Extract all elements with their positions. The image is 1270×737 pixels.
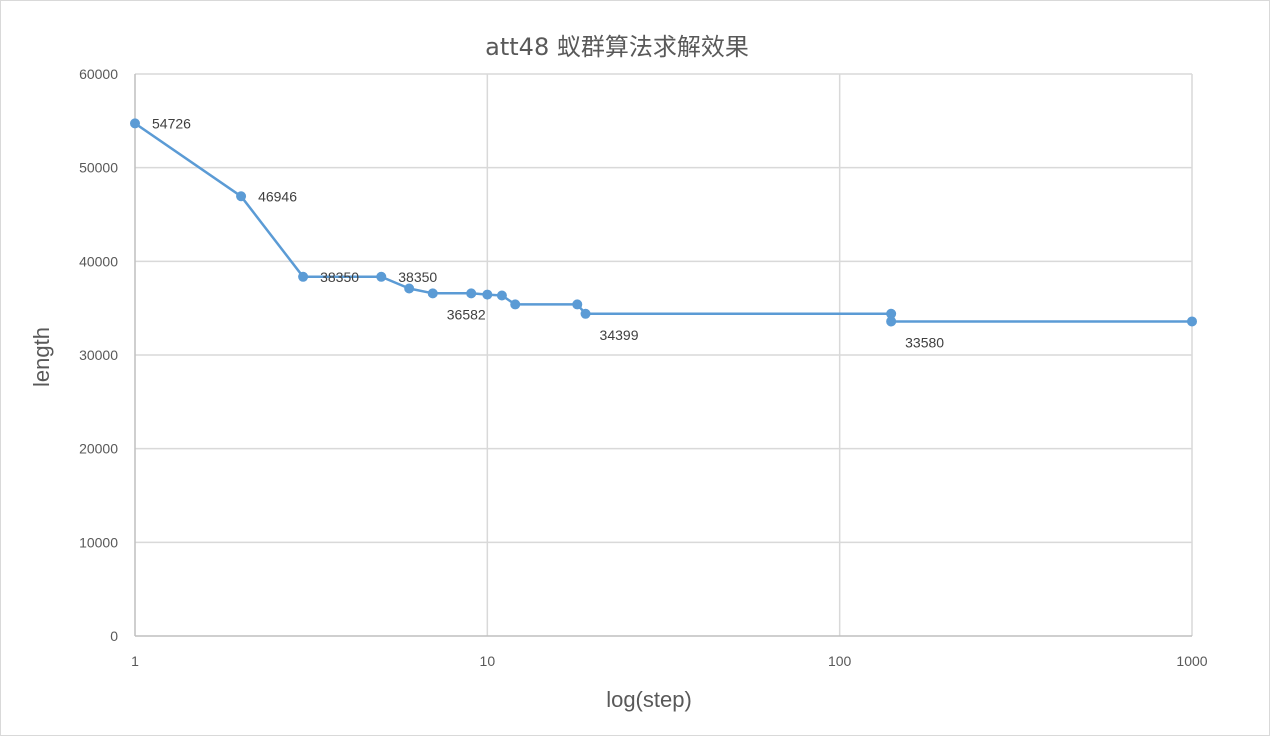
y-tick-label: 40000 (79, 253, 118, 269)
data-points (130, 118, 1197, 327)
data-point (130, 118, 140, 129)
series-line-layer (134, 122, 1192, 323)
data-label: 54726 (152, 115, 191, 131)
x-axis-title: log(step) (606, 687, 692, 712)
y-tick-label: 50000 (79, 160, 118, 176)
data-point (1187, 316, 1197, 327)
data-point (298, 271, 309, 282)
data-point (572, 299, 583, 310)
y-axis-title: length (29, 327, 54, 387)
chart-title: att48 蚁群算法求解效果 (485, 33, 749, 61)
data-point (510, 299, 521, 310)
data-point (886, 316, 897, 327)
y-tick-label: 20000 (79, 441, 118, 457)
y-tick-label: 10000 (79, 534, 118, 550)
data-point (580, 308, 591, 319)
data-label: 33580 (905, 334, 944, 350)
x-tick-label: 1 (131, 653, 139, 669)
data-label: 36582 (447, 306, 486, 322)
data-label: 46946 (258, 188, 297, 204)
x-tick-label: 1000 (1176, 653, 1207, 669)
data-label: 38350 (320, 269, 359, 285)
x-tick-label: 100 (828, 653, 852, 669)
data-point (376, 271, 387, 282)
y-tick-label: 0 (110, 628, 118, 644)
x-tick-label: 10 (480, 653, 496, 669)
data-point (886, 308, 897, 319)
data-point (236, 191, 247, 202)
data-label: 34399 (600, 327, 639, 343)
data-label: 38350 (398, 269, 437, 285)
y-tick-label: 60000 (79, 66, 118, 82)
grid-lines (135, 73, 1193, 636)
axes: 0 10000 20000 30000 40000 50000 60000 1 10 100 100… (79, 66, 1208, 669)
data-point (466, 288, 477, 299)
series-line (134, 122, 1192, 323)
data-point (482, 289, 493, 300)
data-point (496, 290, 507, 301)
y-tick-label: 30000 (79, 347, 118, 363)
data-labels: 54726 46946 38350 38350 36582 34399 33580 (152, 115, 944, 350)
data-point (427, 288, 438, 299)
data-point (404, 283, 415, 294)
